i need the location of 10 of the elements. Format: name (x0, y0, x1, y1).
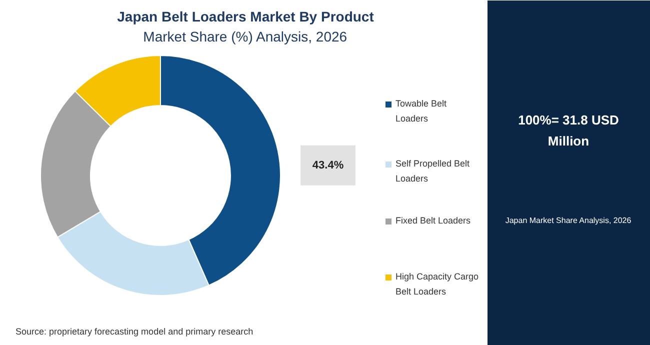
text: 100%= 31.8 USD Million (518, 112, 619, 148)
text: Japan Market Share Analysis, 2026 (505, 216, 632, 225)
legend-label: Towable Belt Loaders (396, 98, 448, 124)
chart-subtitle: Market Share (%) Analysis, 2026 (143, 28, 348, 44)
chart-title: Japan Belt Loaders Market By Product (117, 8, 374, 24)
legend-label: Fixed Belt Loaders (396, 216, 472, 226)
legend-label: High Capacity Cargo Belt Loaders (396, 272, 479, 296)
data-label: 43.4% (312, 159, 344, 172)
legend-label: Self Propelled Belt Loaders (396, 158, 470, 184)
source-note: Source: proprietary forecasting model and primary research (16, 326, 254, 336)
